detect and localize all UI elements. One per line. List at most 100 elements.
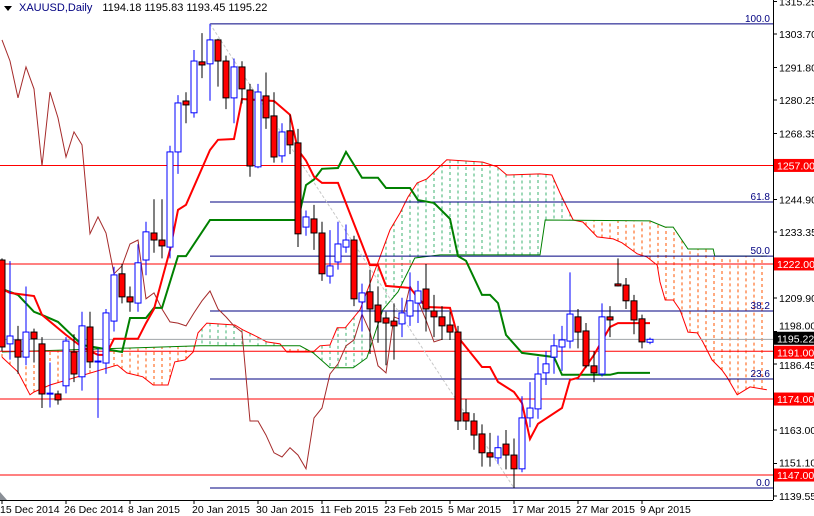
bullish-candle[interactable] (646, 337, 654, 345)
bearish-candle[interactable] (238, 61, 246, 104)
bearish-candle[interactable] (502, 430, 510, 470)
bullish-candle[interactable] (62, 337, 70, 394)
bearish-candle[interactable] (54, 390, 62, 405)
bearish-candle[interactable] (478, 424, 486, 467)
bullish-candle[interactable] (6, 261, 14, 360)
bullish-candle[interactable] (102, 308, 110, 374)
price-axis-label: 1268.35 (779, 128, 814, 140)
bearish-candle[interactable] (590, 351, 598, 383)
bearish-candle[interactable] (198, 33, 206, 79)
bullish-candle[interactable] (302, 210, 310, 236)
bullish-candle[interactable] (142, 221, 150, 276)
chart-header: XAUUSD,Daily 1194.18 1195.83 1193.45 119… (4, 2, 267, 14)
bearish-candle[interactable] (70, 334, 78, 383)
bearish-candle[interactable] (422, 263, 430, 332)
bearish-candle[interactable] (270, 92, 278, 163)
bearish-candle[interactable] (86, 311, 94, 369)
bullish-candle[interactable] (22, 286, 30, 366)
bearish-candle[interactable] (390, 303, 398, 360)
bearish-candle[interactable] (246, 83, 254, 177)
bearish-candle[interactable] (366, 269, 374, 355)
candle-body (350, 239, 358, 300)
bearish-candle[interactable] (14, 325, 22, 374)
bearish-candle[interactable] (454, 325, 462, 431)
bullish-candle[interactable] (94, 348, 102, 418)
bullish-candle[interactable] (46, 362, 54, 408)
bearish-candle[interactable] (382, 311, 390, 366)
bullish-candle[interactable] (326, 230, 334, 284)
bullish-candle[interactable] (558, 325, 566, 371)
bullish-candle[interactable] (550, 334, 558, 374)
bearish-candle[interactable] (446, 311, 454, 340)
candle-body (646, 338, 654, 343)
bearish-candle[interactable] (486, 432, 494, 467)
candle-body (294, 142, 302, 235)
candle-body (238, 66, 246, 90)
fib-level-label: 50.0 (751, 246, 771, 257)
bearish-candle[interactable] (0, 258, 6, 352)
bullish-candle[interactable] (278, 123, 286, 163)
bullish-candle[interactable] (358, 283, 366, 332)
fib-level-label: 100.0 (745, 14, 770, 25)
bullish-candle[interactable] (174, 95, 182, 174)
bearish-candle[interactable] (38, 337, 46, 409)
bearish-candle[interactable] (462, 399, 470, 431)
bullish-candle[interactable] (78, 311, 86, 391)
bearish-candle[interactable] (430, 294, 438, 338)
bearish-candle[interactable] (574, 308, 582, 349)
bearish-candle[interactable] (614, 258, 622, 287)
bearish-candle[interactable] (262, 72, 270, 129)
candle-body (494, 447, 502, 459)
bearish-candle[interactable] (350, 235, 358, 307)
bearish-candle[interactable] (638, 314, 646, 349)
bearish-candle[interactable] (622, 278, 630, 309)
bearish-candle[interactable] (286, 114, 294, 155)
bearish-candle[interactable] (182, 92, 190, 124)
bearish-candle[interactable] (222, 55, 230, 110)
bearish-candle[interactable] (294, 128, 302, 248)
bearish-candle[interactable] (438, 306, 446, 340)
bearish-candle[interactable] (374, 286, 382, 343)
bearish-candle[interactable] (158, 199, 166, 259)
candle-body (158, 239, 166, 247)
bullish-candle[interactable] (342, 224, 350, 253)
candle-body (358, 292, 366, 303)
bullish-candle[interactable] (566, 272, 574, 349)
bearish-candle[interactable] (582, 323, 590, 369)
chart-menu-triangle-icon[interactable] (4, 5, 12, 11)
bearish-candle[interactable] (310, 204, 318, 250)
bullish-candle[interactable] (518, 396, 526, 473)
bearish-candle[interactable] (510, 438, 518, 488)
bearish-candle[interactable] (118, 263, 126, 304)
candle-body (46, 392, 54, 395)
bullish-candle[interactable] (406, 272, 414, 326)
bearish-candle[interactable] (126, 286, 134, 312)
bullish-candle[interactable] (414, 280, 422, 324)
bearish-candle[interactable] (630, 294, 638, 335)
bullish-candle[interactable] (166, 145, 174, 259)
bearish-candle[interactable] (606, 306, 614, 338)
bearish-candle[interactable] (470, 413, 478, 450)
bearish-candle[interactable] (318, 221, 326, 281)
fib-level-label: 23.6 (751, 369, 771, 380)
bearish-candle[interactable] (30, 328, 38, 363)
candle-body (414, 290, 422, 304)
bullish-candle[interactable] (598, 303, 606, 377)
bullish-candle[interactable] (254, 83, 262, 169)
bullish-candle[interactable] (398, 297, 406, 338)
bullish-candle[interactable] (334, 221, 342, 270)
bearish-candle[interactable] (214, 38, 222, 87)
candle-body (62, 340, 70, 387)
bullish-candle[interactable] (110, 266, 118, 332)
bullish-candle[interactable] (134, 244, 142, 312)
bearish-candle[interactable] (150, 199, 158, 253)
candles (0, 23, 654, 488)
bullish-candle[interactable] (534, 356, 542, 419)
bullish-candle[interactable] (494, 435, 502, 464)
bullish-candle[interactable] (190, 50, 198, 118)
bullish-candle[interactable] (206, 23, 214, 101)
bullish-candle[interactable] (542, 351, 550, 385)
bullish-candle[interactable] (526, 382, 534, 428)
bullish-candle[interactable] (230, 58, 238, 124)
